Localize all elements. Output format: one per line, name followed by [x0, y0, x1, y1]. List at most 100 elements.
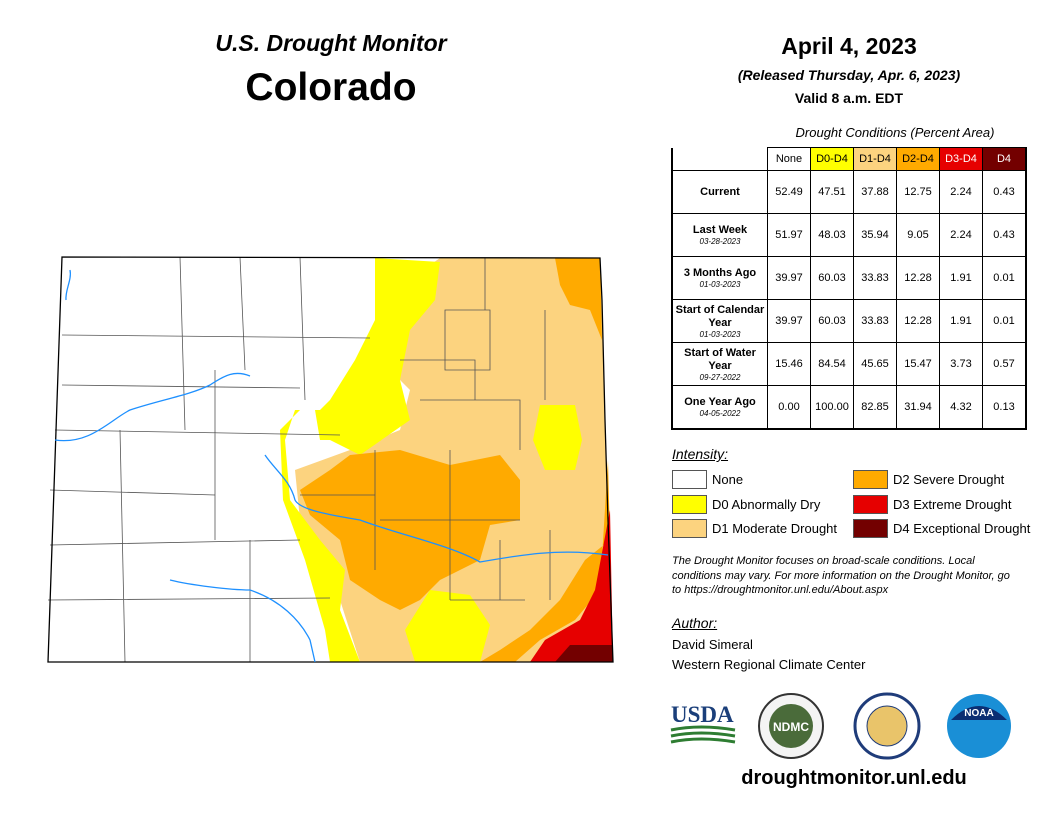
- row-label: One Year Ago 04-05-2022: [671, 385, 768, 430]
- legend-swatch: [672, 519, 707, 538]
- legend-item: D3 Extreme Drought: [853, 494, 1012, 514]
- column-header: D3-D4: [939, 147, 983, 171]
- cell-value: 15.46: [767, 342, 811, 386]
- cell-value: 45.65: [853, 342, 897, 386]
- release-date: (Released Thursday, Apr. 6, 2023): [737, 67, 961, 83]
- note: The Drought Monitor focuses on broad-sca…: [672, 555, 1010, 596]
- usda-waves: [670, 725, 736, 744]
- river: [54, 372, 251, 442]
- cell-value: 12.75: [896, 170, 940, 214]
- column-header: None: [767, 147, 811, 171]
- legend-item: D4 Exceptional Drought: [853, 519, 1030, 538]
- row-label: Current: [671, 170, 768, 214]
- legend-item: D1 Moderate Drought: [672, 519, 837, 538]
- row-label: 3 Months Ago 01-03-2023: [671, 256, 768, 300]
- author-organization: Western Regional Climate Center: [672, 657, 866, 672]
- row-label: Start of Calendar Year 01-03-2023: [671, 299, 768, 343]
- cell-value: 33.83: [853, 256, 897, 300]
- cell-value: 48.03: [810, 213, 854, 257]
- row-label-text: Last Week: [692, 224, 748, 236]
- legend-label: D4 Exceptional Drought: [893, 521, 1031, 536]
- cell-value: 2.24: [939, 170, 983, 214]
- table-caption: Drought Conditions (Percent Area): [795, 125, 995, 140]
- legend-label: D2 Severe Drought: [893, 472, 1005, 487]
- state-name: Colorado: [245, 66, 417, 109]
- legend-swatch: [672, 470, 707, 489]
- cell-value: 35.94: [853, 213, 897, 257]
- cell-value: 9.05: [896, 213, 940, 257]
- map-date: April 4, 2023: [781, 33, 917, 59]
- row-label-text: Start of Water Year: [684, 346, 756, 372]
- row-label-text: 3 Months Ago: [683, 267, 757, 279]
- cell-value: 3.73: [939, 342, 983, 386]
- cell-value: 39.97: [767, 256, 811, 300]
- d0-area: [405, 590, 490, 662]
- table-row: One Year Ago 04-05-2022 0.00 100.00 82.85 31.…: [671, 385, 1027, 430]
- cell-value: 0.57: [982, 342, 1027, 386]
- doc-seal-center: [866, 705, 908, 747]
- cell-value: 47.51: [810, 170, 854, 214]
- legend-swatch: [672, 494, 707, 514]
- cell-value: 0.13: [982, 385, 1027, 430]
- column-header: D1-D4: [853, 147, 897, 171]
- table-row: Start of Water Year 09-27-2022 15.46 84.54 4…: [671, 342, 1027, 386]
- valid-time: Valid 8 a.m. EDT: [794, 90, 904, 106]
- cell-value: 52.49: [767, 170, 811, 214]
- cell-value: 0.01: [982, 299, 1027, 343]
- ndmc-disc: [769, 704, 813, 748]
- d2-area: [480, 460, 610, 662]
- legend-item: D2 Severe Drought: [853, 470, 1004, 489]
- noaa-bird: [951, 706, 1007, 720]
- map: [47, 256, 614, 663]
- river: [169, 579, 316, 663]
- legend-swatch: [853, 470, 888, 489]
- row-label: Last Week 03-28-2023: [671, 213, 768, 257]
- river: [264, 454, 609, 563]
- d0-area: [533, 405, 582, 470]
- d2-area: [300, 450, 520, 610]
- row-date: 09-27-2022: [699, 372, 741, 382]
- cell-value: 1.91: [939, 256, 983, 300]
- river: [65, 269, 72, 301]
- cell-value: 15.47: [896, 342, 940, 386]
- row-date: 03-28-2023: [699, 237, 741, 246]
- cell-value: 0.00: [767, 385, 811, 430]
- cell-value: 31.94: [896, 385, 940, 430]
- cell-value: 51.97: [767, 213, 811, 257]
- legend-label: D1 Moderate Drought: [712, 521, 838, 536]
- column-header: D2-D4: [896, 147, 940, 171]
- website: droughtmonitor.unl.edu: [741, 767, 967, 789]
- state-border: [47, 256, 614, 663]
- title: U.S. Drought Monitor: [215, 30, 447, 56]
- cell-value: 4.32: [939, 385, 983, 430]
- cell-value: 2.24: [939, 213, 983, 257]
- cell-value: 100.00: [810, 385, 854, 430]
- cell-value: 0.43: [982, 170, 1027, 214]
- logos: USDA NDMC NOAA: [670, 692, 1011, 760]
- row-label: Start of Water Year 09-27-2022: [671, 342, 768, 386]
- usda-logo: USDA: [671, 702, 734, 727]
- county-line: [47, 256, 551, 663]
- row-label-text: Start of Calendar Year: [675, 303, 765, 329]
- table-row: Last Week 03-28-2023 51.97 48.03 35.94 9.05 2.…: [671, 213, 1027, 257]
- author-name: David Simeral: [672, 637, 753, 652]
- cell-value: 0.43: [982, 213, 1027, 257]
- row-date: 04-05-2022: [699, 409, 741, 418]
- legend-item: None: [672, 470, 743, 489]
- cell-value: 1.91: [939, 299, 983, 343]
- ndmc-logo: NDMC: [773, 720, 809, 734]
- cell-value: 39.97: [767, 299, 811, 343]
- table-corner: [672, 148, 768, 171]
- cell-value: 82.85: [853, 385, 897, 430]
- row-date: 01-03-2023: [699, 280, 741, 289]
- table-row: Current 52.49 47.51 37.88 12.75 2.24 0.43: [671, 170, 1027, 214]
- row-date: 01-03-2023: [699, 329, 741, 339]
- author-heading: Author:: [672, 615, 718, 631]
- cell-value: 33.83: [853, 299, 897, 343]
- noaa-logo: NOAA: [964, 708, 993, 719]
- table-row: Start of Calendar Year 01-03-2023 39.97 60.…: [671, 299, 1027, 343]
- cell-value: 37.88: [853, 170, 897, 214]
- d0-area: [280, 258, 440, 662]
- legend-label: D0 Abnormally Dry: [712, 496, 821, 512]
